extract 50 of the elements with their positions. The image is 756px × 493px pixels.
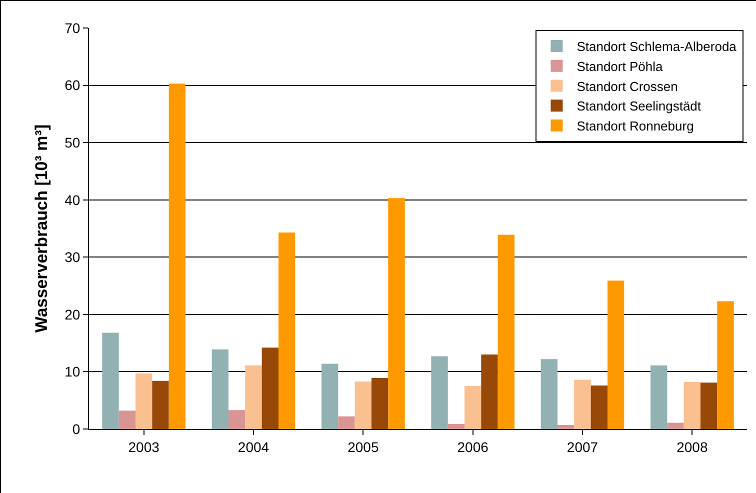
legend-label: Standort Ronneburg — [576, 118, 694, 134]
bar — [498, 234, 515, 429]
y-tick-label: 0 — [72, 420, 80, 437]
y-tick-label: 30 — [64, 249, 80, 266]
bar — [372, 378, 388, 429]
x-tick-label: 2008 — [676, 438, 708, 455]
y-axis-title: Wasserverbrauch [10³ m³] — [32, 124, 52, 333]
bar — [464, 386, 482, 429]
x-tick-label: 2004 — [238, 438, 270, 455]
bar — [118, 410, 136, 429]
bar — [152, 380, 169, 429]
bar — [700, 382, 718, 429]
bar — [481, 354, 498, 429]
y-tick-label: 60 — [64, 77, 80, 94]
y-tick-label: 40 — [64, 192, 80, 208]
bar — [431, 356, 448, 429]
bar — [212, 349, 228, 429]
x-tick-label: 2006 — [457, 438, 489, 455]
bar — [262, 348, 278, 429]
bar — [354, 381, 372, 429]
y-tick-label: 50 — [64, 134, 80, 150]
bar — [228, 410, 246, 429]
legend-label: Standort Pöhla — [576, 58, 664, 74]
bar — [608, 280, 624, 429]
bar — [558, 424, 574, 429]
y-tick-label: 70 — [64, 20, 80, 36]
bar — [102, 332, 119, 429]
bar — [540, 359, 558, 429]
y-tick-label: 20 — [64, 306, 80, 322]
bar — [245, 365, 262, 429]
bar — [684, 382, 700, 429]
legend-label: Standort Crossen — [576, 78, 678, 94]
bar — [590, 385, 608, 429]
bar — [667, 422, 684, 429]
legend-label: Standort Seelingstädt — [576, 98, 702, 114]
bar — [448, 424, 464, 429]
bar — [717, 301, 734, 429]
y-tick-label: 10 — [64, 364, 80, 380]
x-tick-label: 2005 — [348, 438, 379, 455]
bar — [650, 365, 668, 429]
x-tick-label: 2003 — [128, 438, 160, 455]
bar — [574, 380, 591, 429]
bar — [168, 84, 186, 429]
bar — [278, 232, 296, 429]
bar — [388, 198, 405, 429]
legend-label: Standort Schlema-Alberoda — [576, 39, 738, 54]
x-tick-label: 2007 — [566, 438, 598, 455]
bar — [136, 373, 152, 429]
bar — [321, 364, 338, 429]
bar — [338, 416, 355, 429]
